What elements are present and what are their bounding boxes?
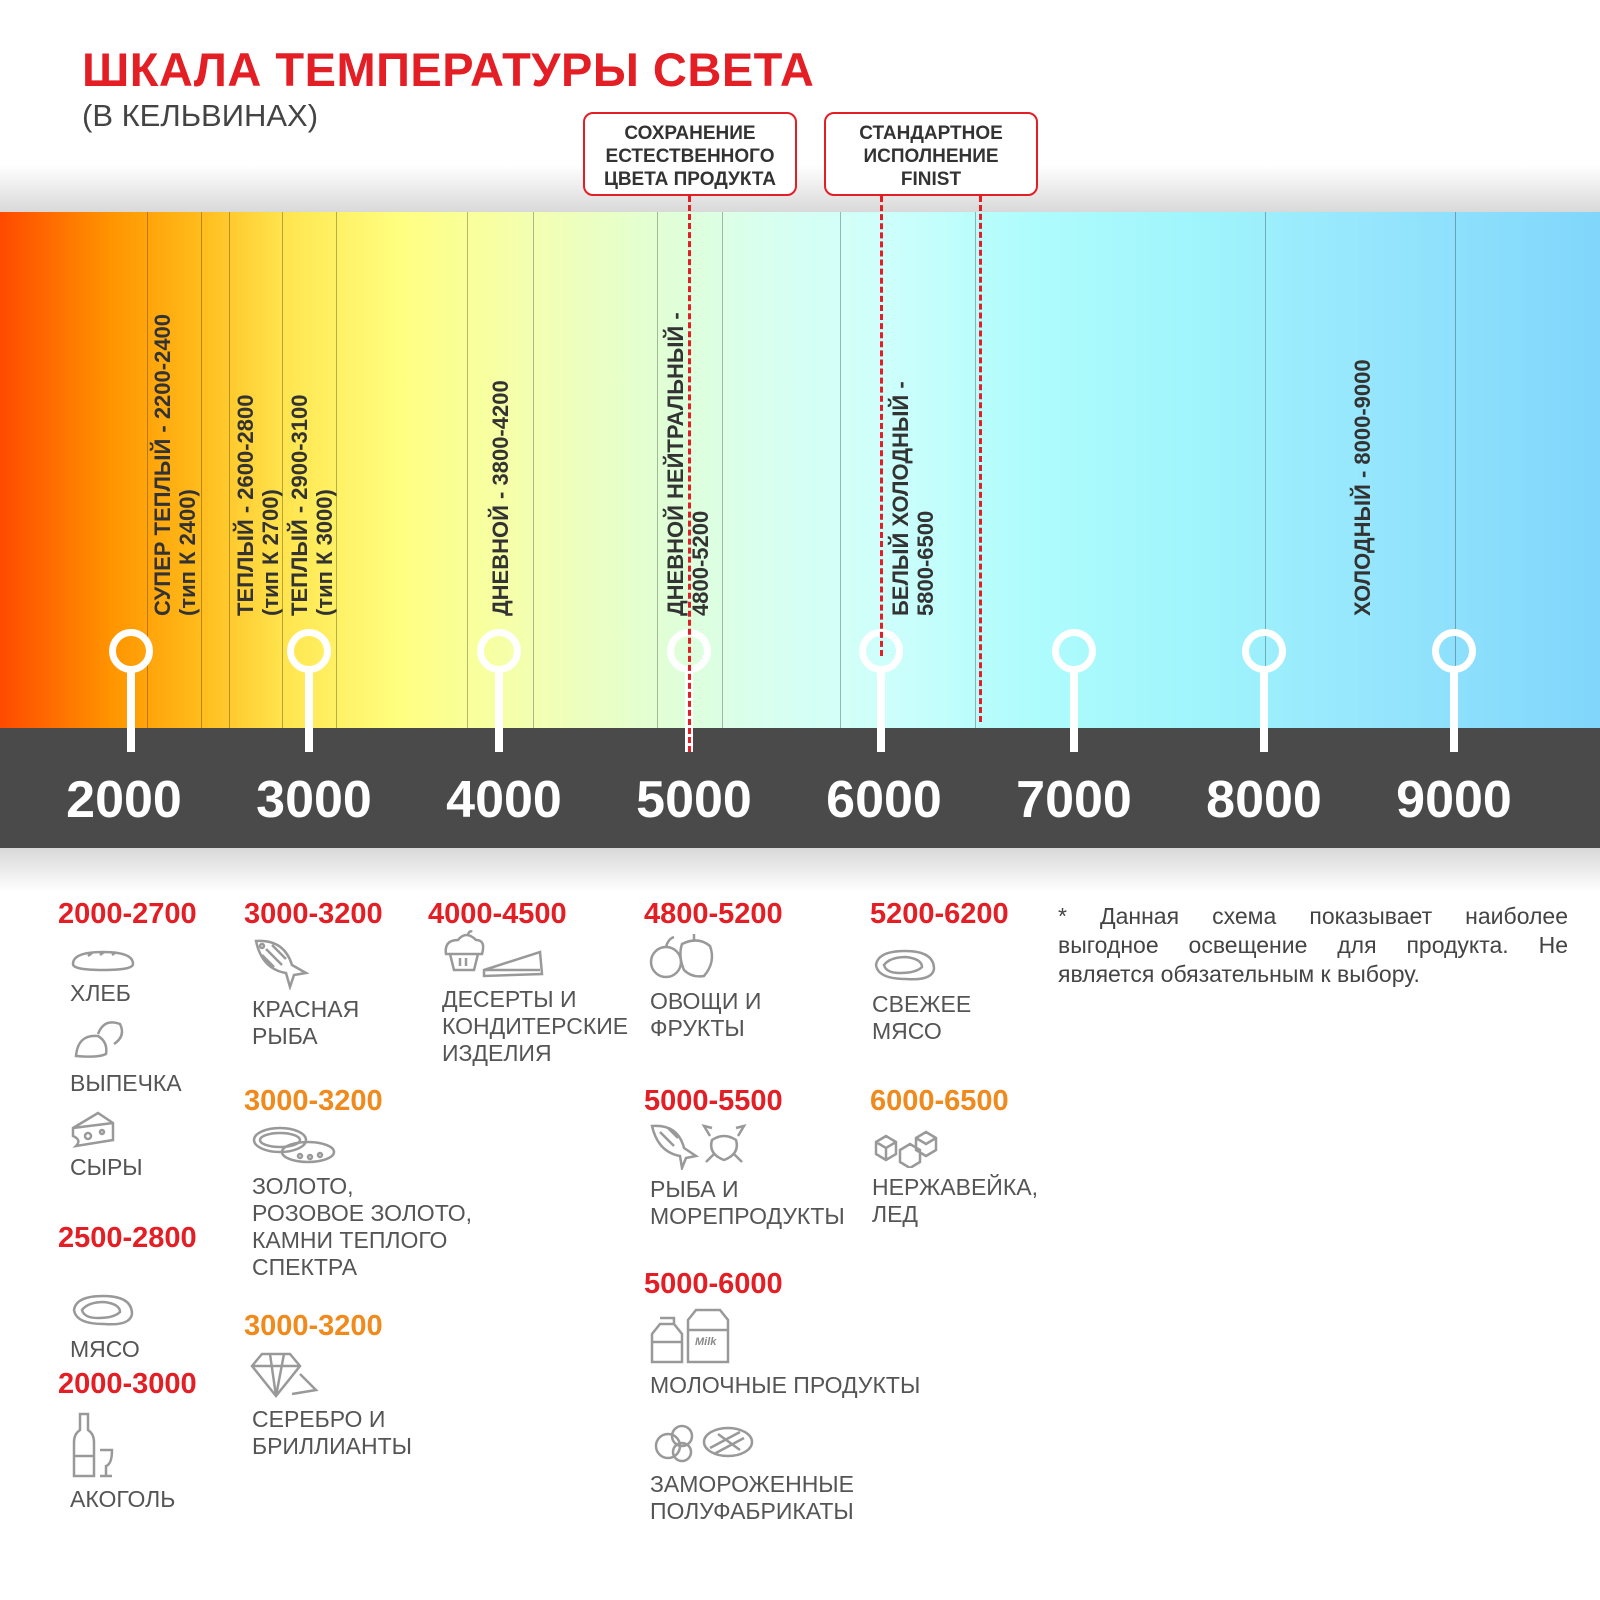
cake-icon xyxy=(440,930,550,980)
scale-tick-label: 2000 xyxy=(66,771,182,829)
scale-tick-label: 9000 xyxy=(1396,771,1512,829)
zone-divider xyxy=(147,212,148,729)
rings-icon xyxy=(250,1122,340,1167)
scale-tick-label: 6000 xyxy=(826,771,942,829)
scale-tick-label: 8000 xyxy=(1206,771,1322,829)
dashed-marker-5000 xyxy=(688,196,691,752)
zone-label-daylight: ДНЕВНОЙ - 3800-4200 xyxy=(488,380,513,616)
product-label: ЗАМОРОЖЕННЫЕ ПОЛУФАБРИКАТЫ xyxy=(650,1471,855,1524)
dashed-marker-finist-left xyxy=(880,196,883,656)
zone-label-warm-3000: ТЕПЛЫЙ - 2900-3100 (тип К 3000) xyxy=(287,394,337,616)
scale-pin-stem xyxy=(1260,672,1268,752)
product-label: ВЫПЕЧКА xyxy=(70,1070,182,1096)
scale-pin-marker xyxy=(109,629,153,673)
zone-divider xyxy=(657,212,658,729)
product-range-label: 2000-3000 xyxy=(58,1368,197,1400)
product-label: ХЛЕБ xyxy=(70,980,131,1006)
shadow-top xyxy=(0,165,1600,213)
bread-icon xyxy=(68,944,138,974)
product-label: РЫБА И МОРЕПРОДУКТЫ xyxy=(650,1176,845,1229)
fish-icon xyxy=(250,935,310,990)
zone-divider xyxy=(722,212,723,729)
croissant-icon xyxy=(68,1014,128,1064)
scale-tick-label: 5000 xyxy=(636,771,752,829)
steak-icon xyxy=(68,1290,138,1330)
product-label: ДЕСЕРТЫ И КОНДИТЕРСКИЕ ИЗДЕЛИЯ xyxy=(442,986,629,1066)
zone-divider xyxy=(533,212,534,729)
cheese-icon xyxy=(68,1108,118,1148)
callout-finist-standard: СТАНДАРТНОЕ ИСПОЛНЕНИЕ FINIST xyxy=(824,112,1038,196)
product-label: СЕРЕБРО И БРИЛЛИАНТЫ xyxy=(252,1406,413,1459)
scale-pin-stem xyxy=(1070,672,1078,752)
zone-divider xyxy=(1455,212,1456,729)
zone-divider xyxy=(467,212,468,729)
zone-divider xyxy=(282,212,283,729)
scale-pin-stem xyxy=(305,672,313,752)
product-range-label: 6000-6500 xyxy=(870,1085,1009,1117)
shadow-bottom xyxy=(0,848,1600,892)
product-range-label: 5000-6000 xyxy=(644,1268,783,1300)
dashed-marker-finist-right xyxy=(979,196,982,722)
callout-natural-color: СОХРАНЕНИЕ ЕСТЕСТВЕННОГО ЦВЕТА ПРОДУКТА xyxy=(583,112,797,196)
product-range-label: 4000-4500 xyxy=(428,898,567,930)
zone-divider xyxy=(1265,212,1266,729)
zone-divider xyxy=(229,212,230,729)
product-label: ЗОЛОТО, РОЗОВОЕ ЗОЛОТО, КАМНИ ТЕПЛОГО СП… xyxy=(252,1173,472,1280)
product-range-label: 2500-2800 xyxy=(58,1222,197,1254)
page-title: ШКАЛА ТЕМПЕРАТУРЫ СВЕТА xyxy=(82,43,815,96)
product-label: МЯСО xyxy=(70,1336,140,1362)
scale-pin-marker xyxy=(477,629,521,673)
product-label: СЫРЫ xyxy=(70,1154,143,1180)
scale-tick-label: 4000 xyxy=(446,771,562,829)
product-range-label: 5000-5500 xyxy=(644,1085,783,1117)
bottle-icon xyxy=(68,1410,118,1480)
product-label: МОЛОЧНЫЕ ПРОДУКТЫ xyxy=(650,1372,921,1398)
kelvin-scale-bar xyxy=(0,728,1600,849)
product-label: НЕРЖАВЕЙКА, ЛЕД xyxy=(872,1174,1038,1227)
product-label: АКОГОЛЬ xyxy=(70,1486,176,1512)
scale-pin-stem xyxy=(495,672,503,752)
color-temperature-gradient xyxy=(0,212,1600,729)
scale-tick-label: 7000 xyxy=(1016,771,1132,829)
zone-label-cool-white: БЕЛЫЙ ХОЛОДНЫЙ - 5800-6500 xyxy=(888,381,938,616)
scale-pin-marker xyxy=(287,629,331,673)
scale-tick-label: 3000 xyxy=(256,771,372,829)
scale-pin-stem xyxy=(127,672,135,752)
steak-icon xyxy=(870,945,940,985)
vegetables-icon xyxy=(648,932,718,982)
ice-icon xyxy=(870,1128,940,1168)
milk-carton-label: Milk xyxy=(695,1336,717,1348)
diamond-icon xyxy=(250,1350,320,1400)
scale-pin-marker xyxy=(1242,629,1286,673)
product-range-label: 4800-5200 xyxy=(644,898,783,930)
zone-label-warm-2700: ТЕПЛЫЙ - 2600-2800 (тип К 2700) xyxy=(233,394,283,616)
zone-divider xyxy=(336,212,337,729)
zone-divider xyxy=(840,212,841,729)
product-label: ОВОЩИ И ФРУКТЫ xyxy=(650,988,762,1041)
product-range-label: 3000-3200 xyxy=(244,1310,383,1342)
scale-pin-marker xyxy=(1052,629,1096,673)
product-label: КРАСНАЯ РЫБА xyxy=(252,996,360,1049)
scale-pin-marker xyxy=(1432,629,1476,673)
zone-label-cold: ХОЛОДНЫЙ - 8000-9000 xyxy=(1350,359,1375,616)
zone-divider xyxy=(201,212,202,729)
zone-label-super-warm: СУПЕР ТЕПЛЫЙ - 2200-2400 (тип К 2400) xyxy=(150,313,200,616)
product-range-label: 2000-2700 xyxy=(58,898,197,930)
product-range-label: 5200-6200 xyxy=(870,898,1009,930)
frozen-food-icon xyxy=(648,1420,758,1465)
product-label: СВЕЖЕЕ МЯСО xyxy=(872,991,972,1044)
disclaimer-note: * Данная схема показывает наиболее выгод… xyxy=(1058,903,1568,987)
product-range-label: 3000-3200 xyxy=(244,1085,383,1117)
milk-icon xyxy=(648,1306,738,1366)
seafood-icon xyxy=(648,1120,748,1170)
product-range-label: 3000-3200 xyxy=(244,898,383,930)
scale-pin-stem xyxy=(877,672,885,752)
page-subtitle: (В КЕЛЬВИНАХ) xyxy=(82,98,319,133)
scale-pin-stem xyxy=(1450,672,1458,752)
zone-divider xyxy=(975,212,976,729)
